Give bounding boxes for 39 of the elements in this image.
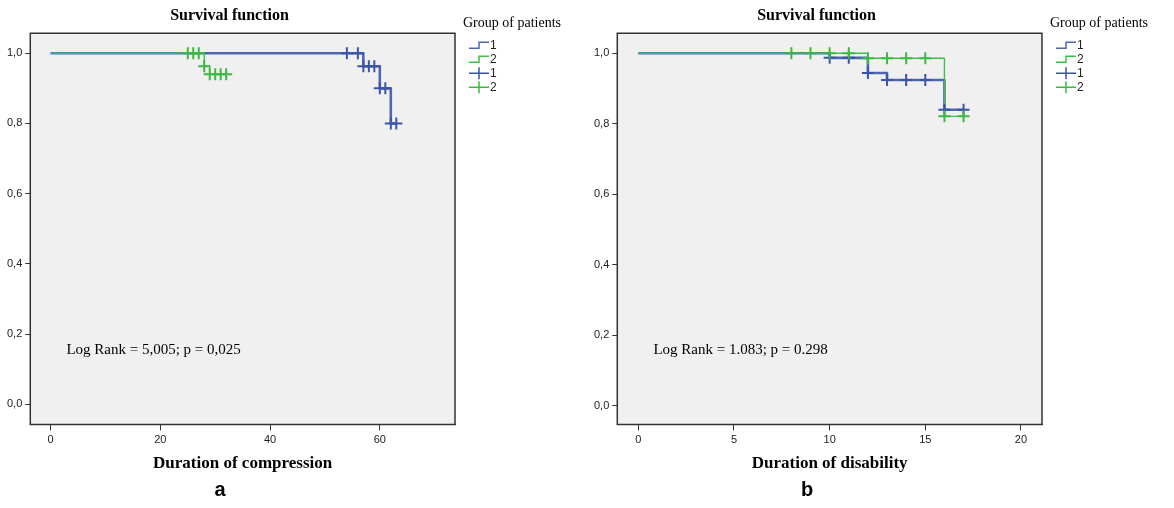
x-tick-label: 15 — [919, 433, 932, 446]
x-tick-label: 40 — [263, 433, 277, 446]
legend-label: 1 — [490, 65, 497, 80]
y-tick-label: 0,4 — [6, 256, 23, 269]
x-tick-label: 0 — [635, 433, 642, 446]
legend-title: Group of patients — [1050, 14, 1148, 30]
x-tick-label: 5 — [730, 433, 738, 446]
y-tick-label: 1,0 — [6, 46, 23, 59]
text: a — [213, 478, 227, 501]
legend-label: 1 — [1077, 37, 1084, 52]
legend-label: 2 — [490, 79, 497, 94]
text: b — [799, 478, 815, 501]
legend-label: 1 — [490, 37, 497, 52]
x-tick-label: 0 — [47, 433, 54, 446]
legend-label: 2 — [1077, 51, 1084, 66]
chart-title: Survival function — [170, 5, 289, 23]
y-tick-label: 0,0 — [6, 397, 23, 410]
x-tick-label: 60 — [373, 433, 386, 446]
y-tick-label: 0,0 — [593, 398, 610, 411]
x-axis-title: Duration of compression — [153, 453, 333, 473]
annotation: Log Rank = 5,005; p = 0,025 — [66, 341, 241, 358]
annotation: Log Rank = 1.083; p = 0.298 — [653, 341, 828, 358]
legend-title: Group of patients — [463, 14, 561, 30]
chart-title: Survival function — [757, 5, 876, 23]
y-tick-label: 0,4 — [593, 257, 610, 270]
y-tick-label: 0,6 — [593, 187, 610, 200]
y-tick-label: 1,0 — [593, 46, 610, 59]
x-tick-label: 20 — [154, 433, 167, 446]
y-tick-label: 0,2 — [6, 327, 23, 340]
x-axis-title: Duration of disability — [751, 453, 909, 473]
legend-label: 2 — [1077, 79, 1084, 94]
y-tick-label: 0,8 — [6, 116, 23, 129]
legend-label: 2 — [490, 51, 497, 66]
legend-label: 1 — [1077, 65, 1084, 80]
y-tick-label: 0,8 — [593, 116, 610, 129]
y-tick-label: 0,2 — [593, 328, 610, 341]
y-tick-label: 0,6 — [6, 186, 23, 199]
x-tick-label: 20 — [1014, 433, 1028, 446]
x-tick-label: 10 — [823, 433, 836, 446]
